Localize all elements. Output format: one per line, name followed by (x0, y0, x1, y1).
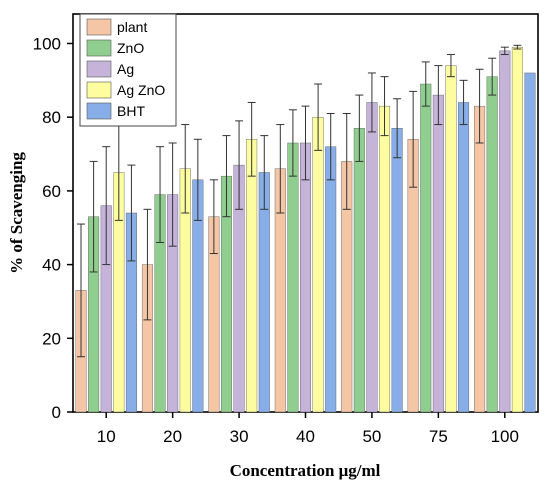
bar-bht (458, 102, 470, 413)
bar-ag (300, 142, 312, 413)
bar-zno (353, 128, 365, 413)
x-tick-label: 75 (429, 427, 448, 446)
legend: plant ZnO Ag Ag ZnO BHT (79, 13, 177, 127)
x-tick-label: 20 (163, 427, 182, 446)
bar-bht (524, 72, 536, 413)
legend-swatch (86, 81, 112, 99)
legend-swatch (86, 102, 112, 120)
bar-ag (432, 94, 444, 413)
x-tick-label: 10 (97, 427, 116, 446)
x-tick-label: 30 (230, 427, 249, 446)
bar-zno (486, 76, 498, 413)
y-tick-label: 80 (42, 108, 61, 127)
x-tick-label: 100 (491, 427, 519, 446)
legend-label: Ag (117, 61, 134, 77)
y-tick-label: 60 (42, 182, 61, 201)
bar-ag (499, 50, 511, 413)
legend-swatch (86, 60, 112, 78)
x-axis-title: Concentration μg/ml (230, 461, 381, 480)
bar-ag-zno (445, 65, 457, 413)
bar-ag-zno (312, 116, 324, 413)
y-axis-title: % of Scavenging (7, 152, 26, 274)
y-tick-label: 20 (42, 329, 61, 348)
bar-bht (325, 146, 337, 413)
x-tick-label: 40 (296, 427, 315, 446)
bar-plant (474, 105, 486, 413)
bar-ag-zno (246, 139, 258, 413)
bars (75, 46, 536, 413)
legend-swatch (86, 39, 112, 57)
x-axis-ticks: 10 20 30 40 50 75 100 (97, 412, 519, 446)
y-tick-label: 100 (33, 34, 61, 53)
bar-zno (420, 83, 432, 413)
y-tick-label: 40 (42, 256, 61, 275)
legend-label: plant (117, 19, 147, 35)
legend-swatch (86, 18, 112, 36)
bar-zno (287, 142, 299, 413)
legend-label: Ag ZnO (117, 82, 165, 98)
legend-label: BHT (117, 103, 145, 119)
error-bars (77, 44, 522, 358)
bar-ag-zno (511, 46, 523, 413)
bar-ag-zno (379, 105, 391, 413)
x-tick-label: 50 (362, 427, 381, 446)
bar-ag (366, 102, 378, 413)
y-tick-label: 0 (52, 403, 61, 422)
y-axis-ticks: 0 20 40 60 80 100 (33, 34, 73, 422)
bar-bht (391, 128, 403, 413)
legend-label: ZnO (117, 40, 144, 56)
